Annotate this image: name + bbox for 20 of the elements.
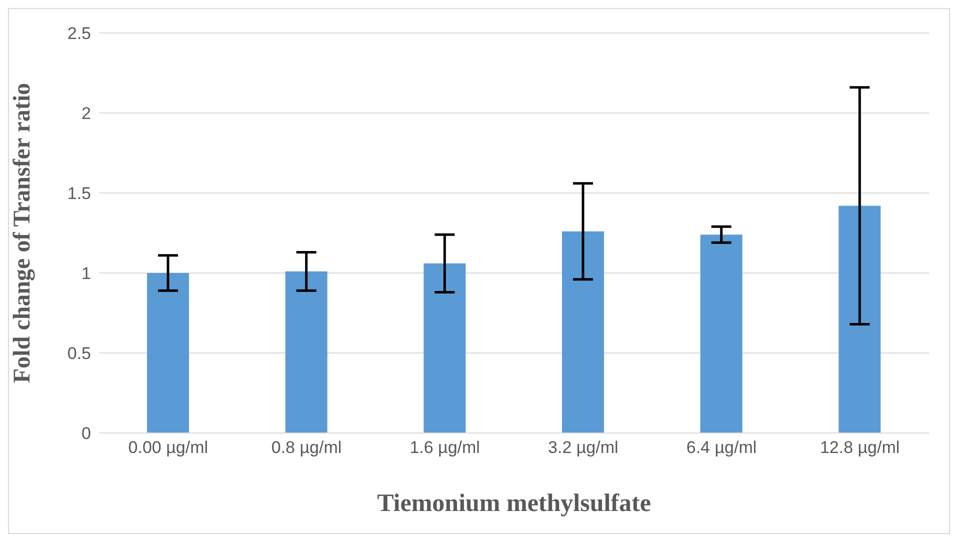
bar xyxy=(147,273,189,433)
y-tick-label: 2 xyxy=(82,104,91,124)
x-axis-title: Tiemonium methylsulfate xyxy=(377,490,651,517)
x-tick-label: 3.2 µg/ml xyxy=(548,438,618,458)
y-tick-label: 0 xyxy=(82,424,91,444)
y-tick-label: 2.5 xyxy=(67,24,91,44)
y-tick-label: 1.5 xyxy=(67,184,91,204)
bar xyxy=(838,206,881,433)
x-tick-label: 12.8 µg/ml xyxy=(820,438,900,458)
y-axis-title: Fold change of Transfer ratio xyxy=(10,83,36,383)
bar xyxy=(700,234,742,433)
bar xyxy=(424,263,466,433)
x-tick-label: 1.6 µg/ml xyxy=(410,438,480,458)
x-tick-label: 6.4 µg/ml xyxy=(686,438,757,458)
x-tick-label: 0.00 µg/ml xyxy=(128,438,208,458)
bar xyxy=(285,271,328,433)
y-tick-label: 0.5 xyxy=(67,344,91,364)
bar xyxy=(562,231,604,433)
y-tick-label: 1 xyxy=(82,264,91,284)
x-tick-label: 0.8 µg/ml xyxy=(271,438,342,458)
